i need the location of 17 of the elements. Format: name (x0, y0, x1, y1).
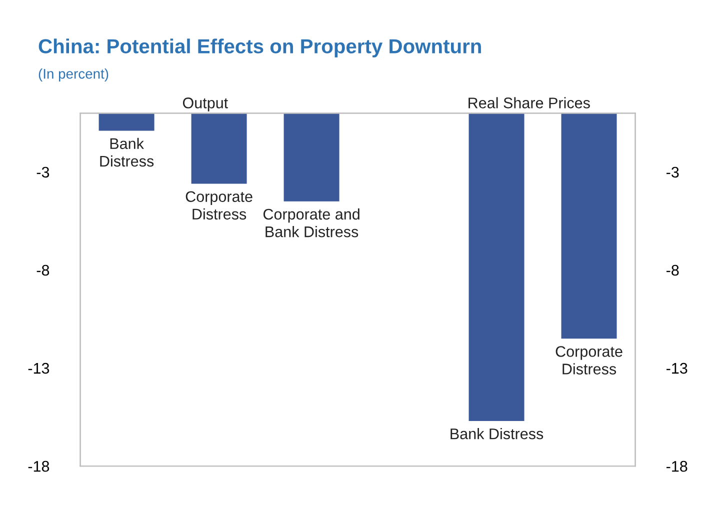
x-tick-label: Corporate Distress (556, 346, 622, 374)
y-tick-label: -18 (28, 460, 50, 472)
y2-tick-label: -3 (666, 166, 679, 178)
y-tick-label: -13 (28, 362, 50, 374)
x-tick-label: Corporate and Bank Distress (263, 208, 360, 238)
x-tick-label: Bank Distress (100, 138, 154, 167)
y2-tick-label: -8 (666, 264, 679, 276)
y-tick-label: -3 (36, 166, 50, 178)
y-tick-label: -8 (36, 264, 50, 276)
text: Real Share Prices (468, 97, 590, 108)
chart-title: China: Potential Effects on Property Downturn (38, 38, 481, 58)
y2-tick-label: -18 (666, 460, 688, 472)
x-tick-label: Corporate Distress (186, 191, 252, 220)
x-tick-label: Bank Distress (450, 428, 544, 440)
text: Output (182, 98, 228, 112)
chart-subtitle: (In percent) (38, 68, 108, 82)
y2-tick-label: -13 (666, 362, 688, 374)
